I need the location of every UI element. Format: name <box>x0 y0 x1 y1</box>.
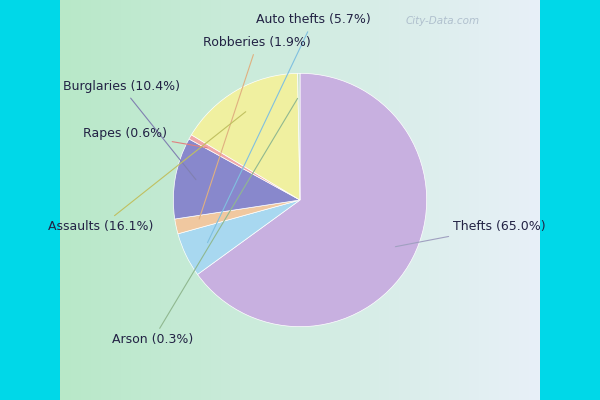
Text: Thefts (65.0%): Thefts (65.0%) <box>395 220 546 247</box>
Wedge shape <box>189 135 300 200</box>
Wedge shape <box>178 200 300 274</box>
Wedge shape <box>197 73 427 327</box>
Text: Auto thefts (5.7%): Auto thefts (5.7%) <box>208 14 371 243</box>
Text: Rapes (0.6%): Rapes (0.6%) <box>83 127 207 148</box>
Text: City-Data.com: City-Data.com <box>406 16 480 26</box>
Text: Robberies (1.9%): Robberies (1.9%) <box>199 36 311 219</box>
Wedge shape <box>173 139 300 219</box>
Wedge shape <box>175 200 300 234</box>
Text: Burglaries (10.4%): Burglaries (10.4%) <box>63 80 196 180</box>
Text: Arson (0.3%): Arson (0.3%) <box>112 98 298 346</box>
Text: Assaults (16.1%): Assaults (16.1%) <box>48 112 246 233</box>
Wedge shape <box>191 73 300 200</box>
Wedge shape <box>298 73 300 200</box>
